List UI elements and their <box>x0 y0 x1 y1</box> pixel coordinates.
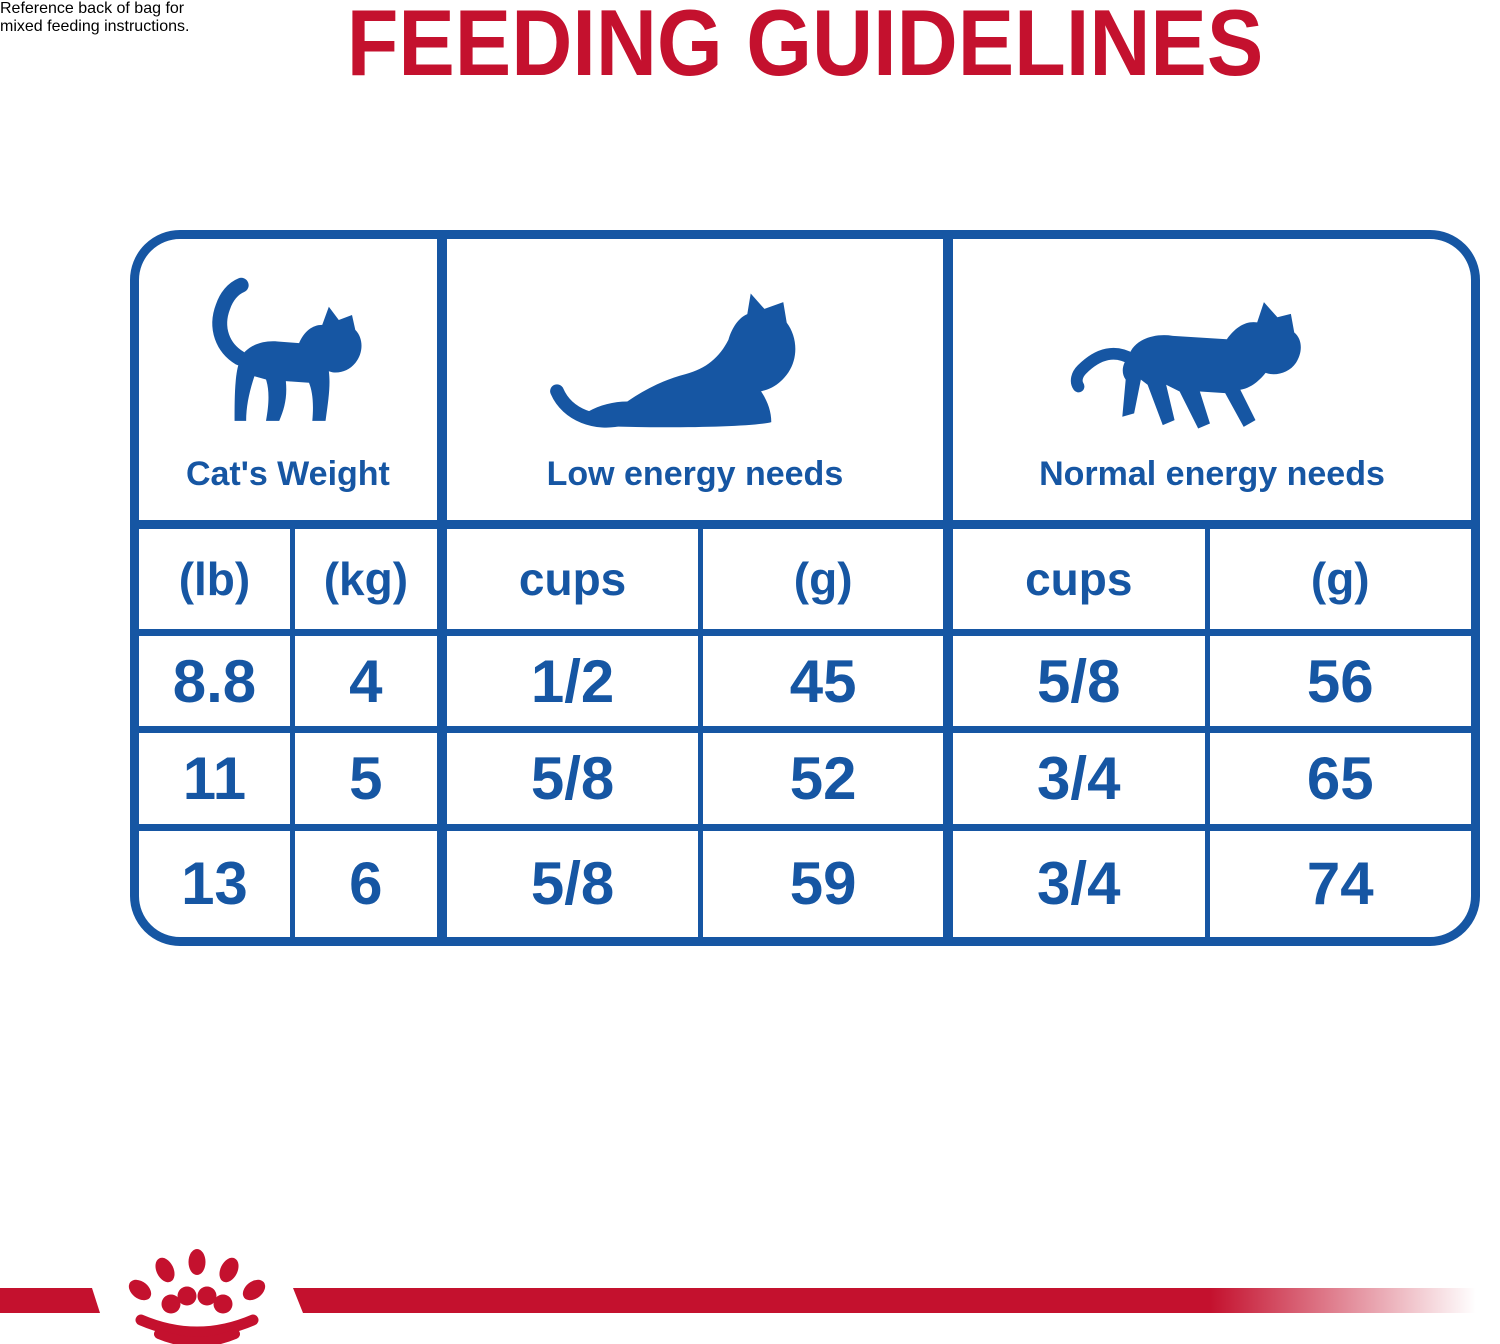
table-cell: 59 <box>703 830 953 937</box>
table-cell: 6 <box>295 830 447 937</box>
cat-lying-icon <box>550 293 796 428</box>
royal-canin-crown-logo <box>128 1249 266 1344</box>
table-cell: 4 <box>294 635 447 734</box>
table-cell: 5 <box>294 733 447 831</box>
table-cell: 74 <box>1306 850 1374 918</box>
col-header-g-low: (g) <box>703 528 953 636</box>
red-ribbon-right <box>293 1288 1500 1313</box>
cat-walking-icon <box>1070 301 1301 429</box>
table-cell: 5/8 <box>446 733 704 831</box>
note-line-2: mixed feeding instructions. <box>0 18 190 35</box>
col-header-kg: (kg) <box>294 528 447 636</box>
table-grid: Cat's Weight Low energy needs Normal ene… <box>139 239 1471 937</box>
col-header-lb: (lb) <box>139 528 295 636</box>
header-low-energy: Low energy needs <box>446 239 953 529</box>
header-cats-weight: Cat's Weight <box>139 239 447 529</box>
group-label: Normal energy needs <box>1039 454 1385 493</box>
page-title: FEEDING GUIDELINES <box>346 0 1264 95</box>
table-cell: 3/4 <box>953 830 1210 937</box>
table-cell: 1/2 <box>446 635 704 734</box>
group-label: Cat's Weight <box>185 454 390 493</box>
table-cell: 3/4 <box>953 733 1210 831</box>
table-cell: 65 <box>1209 733 1471 831</box>
feeding-guidelines-table: Cat's Weight Low energy needs Normal ene… <box>130 230 1480 946</box>
table-cell: 13 <box>139 830 295 937</box>
note-line-1: Reference back of bag for <box>0 0 185 17</box>
col-header-cups-normal: cups <box>953 528 1210 636</box>
table-cell: 56 <box>1209 636 1471 734</box>
group-label: Low energy needs <box>546 454 844 493</box>
header-normal-energy: Normal energy needs <box>953 239 1471 529</box>
red-ribbon-left <box>0 1288 100 1313</box>
kitten-standing-icon <box>212 277 362 421</box>
table-cell: 52 <box>703 733 953 831</box>
table-cell: 5/8 <box>447 830 704 937</box>
col-header-g-normal: (g) <box>1209 529 1471 636</box>
table-cell: 5/8 <box>953 635 1210 734</box>
col-header-cups-low: cups <box>446 528 704 636</box>
table-cell: 11 <box>139 733 295 831</box>
table-cell: 8.8 <box>139 635 295 734</box>
table-cell: 45 <box>703 635 953 734</box>
